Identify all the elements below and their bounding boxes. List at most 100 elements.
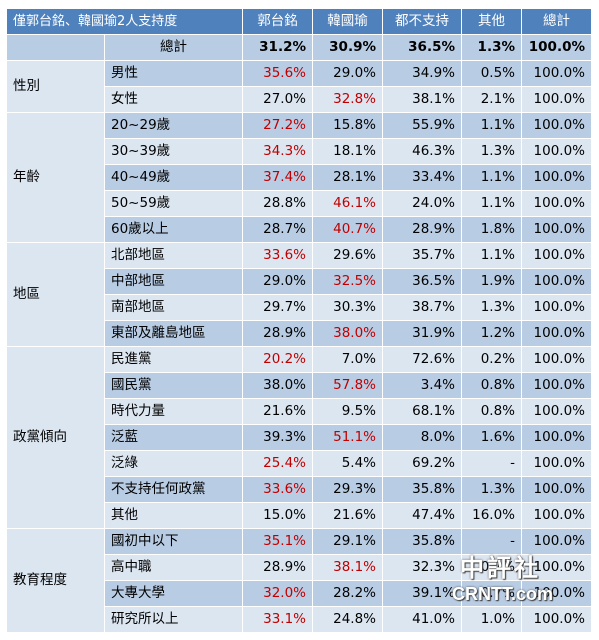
table-row: 國民黨 38.0% 57.8% 3.4% 0.8% 100.0% [7, 372, 592, 399]
row-label: 高中職 [104, 554, 243, 581]
row-label: 研究所以上 [104, 606, 243, 633]
cell-value: 39.1% [382, 580, 462, 607]
cell-value: 38.1% [312, 554, 383, 581]
cell-value: 68.1% [382, 398, 462, 425]
cell-value: 0.5% [461, 60, 522, 87]
table-row: 女性 27.0% 32.8% 38.1% 2.1% 100.0% [7, 86, 592, 113]
cell-value: 51.1% [312, 424, 383, 451]
table-row: 地區 北部地區 33.6% 29.6% 35.7% 1.1% 100.0% [6, 242, 592, 347]
table-row: 中部地區 29.0% 32.5% 36.5% 1.9% 100.0% [7, 268, 592, 295]
cell-value: 1.1% [461, 112, 522, 139]
header-row: 僅郭台銘、韓國瑜2人支持度 郭台銘 韓國瑜 都不支持 其他 總計 [6, 8, 592, 35]
cell-value: - [461, 450, 522, 477]
total-row: 總計 31.2% 30.9% 36.5% 1.3% 100.0% [6, 34, 592, 61]
total-value: 36.5% [382, 34, 462, 61]
cell-value: 27.2% [242, 112, 313, 139]
cell-value: 21.6% [312, 502, 383, 529]
cell-value: 100.0% [521, 528, 592, 555]
table-row: 時代力量 21.6% 9.5% 68.1% 0.8% 100.0% [7, 398, 592, 425]
table-row: 40~49歲 37.4% 28.1% 33.4% 1.1% 100.0% [7, 164, 592, 191]
cell-value: 100.0% [521, 216, 592, 243]
cell-value: 32.8% [312, 86, 383, 113]
cell-value: 100.0% [521, 138, 592, 165]
cell-value: 35.1% [242, 528, 313, 555]
row-label: 大專大學 [104, 580, 243, 607]
row-label: 時代力量 [104, 398, 243, 425]
cell-value: 57.8% [312, 372, 383, 399]
cell-value: 34.9% [382, 60, 462, 87]
col-header-total: 總計 [521, 8, 592, 35]
table-body: 總計 31.2% 30.9% 36.5% 1.3% 100.0% 性別 男性 35.… [6, 34, 592, 633]
group-label: 政黨傾向 [6, 346, 105, 529]
cell-value: 0.7% [461, 580, 522, 607]
cell-value: 33.6% [242, 242, 313, 269]
cell-value: 32.5% [312, 268, 383, 295]
cell-value: 38.7% [382, 294, 462, 321]
cell-value: 100.0% [521, 554, 592, 581]
cell-value: 9.5% [312, 398, 383, 425]
table-title: 僅郭台銘、韓國瑜2人支持度 [6, 8, 243, 35]
row-label: 50~59歲 [104, 190, 243, 217]
cell-value: 72.6% [382, 346, 462, 373]
row-label: 不支持任何政黨 [104, 476, 243, 503]
cell-value: 1.0% [461, 606, 522, 633]
cell-value: 100.0% [521, 242, 592, 269]
table-row: 南部地區 29.7% 30.3% 38.7% 1.3% 100.0% [7, 294, 592, 321]
cell-value: 20.2% [242, 346, 313, 373]
cell-value: 1.9% [461, 268, 522, 295]
table-row: 高中職 28.9% 38.1% 32.3% 0.7% 100.0% [7, 554, 592, 581]
cell-value: 29.3% [312, 476, 383, 503]
cell-value: 100.0% [521, 424, 592, 451]
cell-value: 100.0% [521, 190, 592, 217]
cell-value: 100.0% [521, 320, 592, 347]
row-label: 南部地區 [104, 294, 243, 321]
cell-value: 28.8% [242, 190, 313, 217]
table-row: 不支持任何政黨 33.6% 29.3% 35.8% 1.3% 100.0% [7, 476, 592, 503]
cell-value: 32.3% [382, 554, 462, 581]
cell-value: 29.7% [242, 294, 313, 321]
cell-value: 33.6% [242, 476, 313, 503]
cell-value: 15.8% [312, 112, 383, 139]
cell-value: 28.1% [312, 164, 383, 191]
cell-value: 0.8% [461, 398, 522, 425]
group-label: 年齡 [6, 112, 105, 243]
cell-value: 1.2% [461, 320, 522, 347]
cell-value: 29.1% [312, 528, 383, 555]
table-row: 年齡 20~29歲 27.2% 15.8% 55.9% 1.1% 100.0% [6, 112, 592, 243]
cell-value: 1.1% [461, 242, 522, 269]
row-label: 泛綠 [104, 450, 243, 477]
table-row: 其他 15.0% 21.6% 47.4% 16.0% 100.0% [7, 502, 592, 529]
cell-value: 100.0% [521, 398, 592, 425]
cell-value: 100.0% [521, 372, 592, 399]
cell-value: 0.2% [461, 346, 522, 373]
table-row: 研究所以上 33.1% 24.8% 41.0% 1.0% 100.0% [7, 606, 592, 633]
table-row: 泛綠 25.4% 5.4% 69.2% -100.0% [7, 450, 592, 477]
cell-value: 28.9% [382, 216, 462, 243]
row-label: 東部及離島地區 [104, 320, 243, 347]
cell-value: 69.2% [382, 450, 462, 477]
cell-value: 38.0% [242, 372, 313, 399]
cell-value: 33.4% [382, 164, 462, 191]
cell-value: 38.1% [382, 86, 462, 113]
cell-value: 31.9% [382, 320, 462, 347]
cell-value: 100.0% [521, 112, 592, 139]
cell-value: 100.0% [521, 86, 592, 113]
row-label: 30~39歲 [104, 138, 243, 165]
cell-value: 3.4% [382, 372, 462, 399]
cell-value: 28.9% [242, 320, 313, 347]
cell-value: 35.8% [382, 476, 462, 503]
cell-value: 5.4% [312, 450, 383, 477]
cell-value: 33.1% [242, 606, 313, 633]
row-label: 國民黨 [104, 372, 243, 399]
group-label: 地區 [6, 242, 105, 347]
cell-value: 35.6% [242, 60, 313, 87]
cell-value: 36.5% [382, 268, 462, 295]
cell-value: 35.7% [382, 242, 462, 269]
cell-value: 2.1% [461, 86, 522, 113]
cell-value: 100.0% [521, 164, 592, 191]
row-label: 20~29歲 [104, 112, 243, 139]
poll-table: 僅郭台銘、韓國瑜2人支持度 郭台銘 韓國瑜 都不支持 其他 總計 總計 31.2… [6, 8, 592, 633]
table-row: 30~39歲 34.3% 18.1% 46.3% 1.3% 100.0% [7, 138, 592, 165]
cell-value: 47.4% [382, 502, 462, 529]
cell-value: 1.1% [461, 164, 522, 191]
